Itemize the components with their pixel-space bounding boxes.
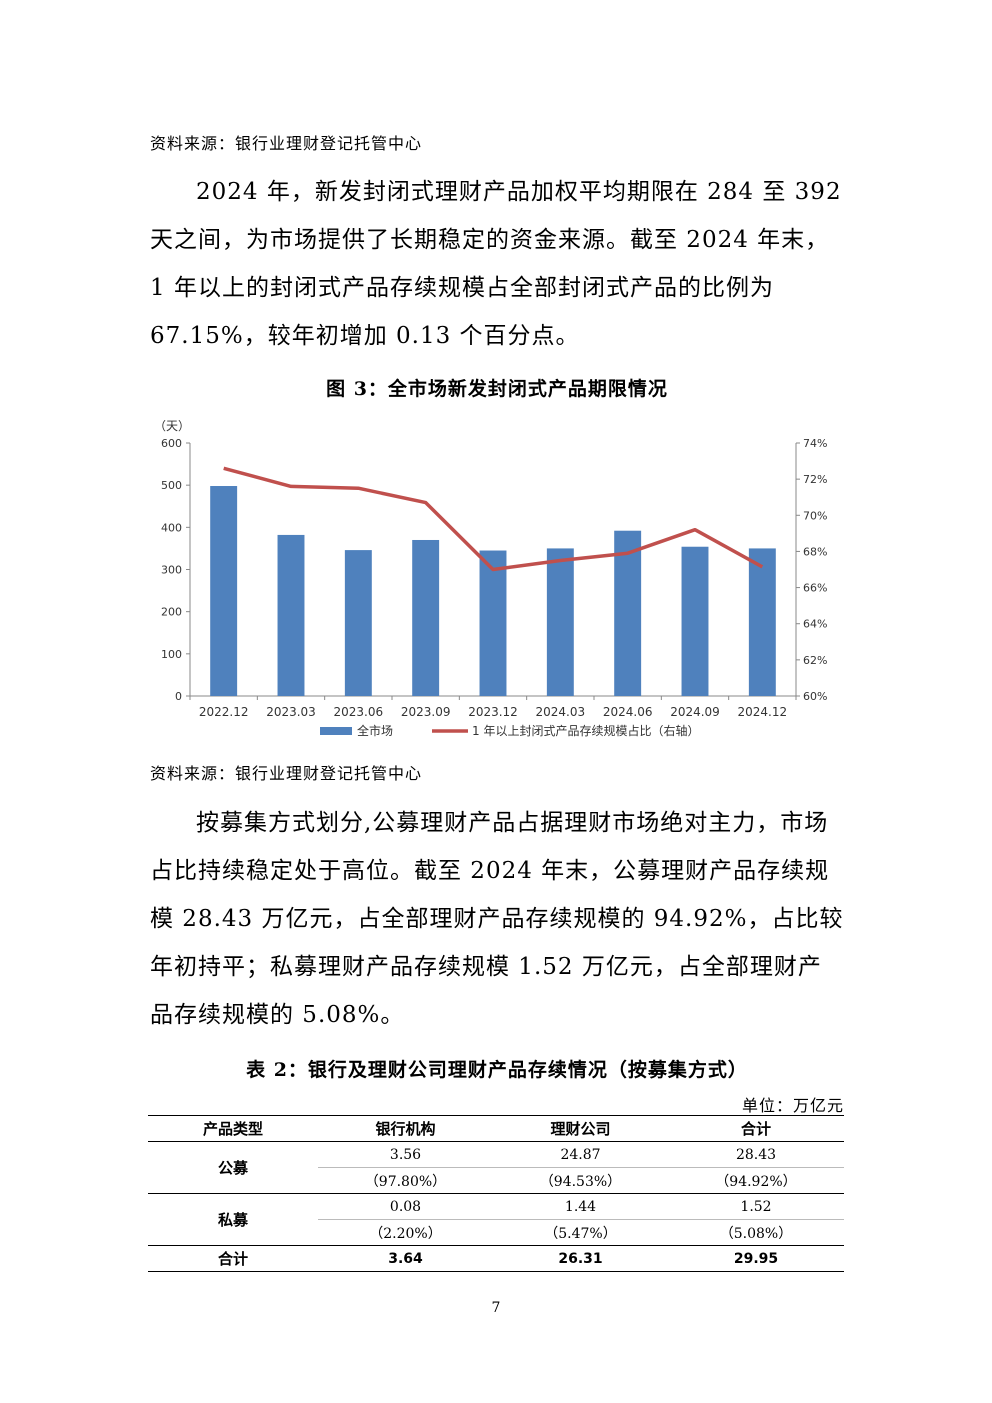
body-paragraph: 2024 年，新发封闭式理财产品加权平均期限在 284 至 392 天之间，为市…	[150, 168, 844, 360]
source-note: 资料来源：银行业理财登记托管中心	[150, 764, 423, 783]
y2-tick-label: 70%	[803, 509, 827, 522]
table-cell: （94.53%）	[493, 1167, 668, 1194]
table-cell: （5.47%）	[544, 1225, 617, 1242]
y-tick-label: 600	[161, 437, 182, 450]
bar	[210, 486, 238, 696]
y2-tick-label: 68%	[803, 545, 827, 558]
y-tick-label: 100	[161, 648, 182, 661]
table-cell: 28.43	[668, 1141, 844, 1168]
y2-tick-label: 62%	[803, 654, 827, 667]
x-tick-label: 2023.06	[334, 705, 384, 719]
row-label: 私募	[217, 1211, 248, 1229]
source-note: 资料来源：银行业理财登记托管中心	[150, 134, 423, 153]
table-cell: 26.31	[558, 1250, 603, 1267]
y-axis-unit: （天）	[154, 419, 190, 433]
header-cell: 合计	[740, 1120, 771, 1138]
table-cell: （94.92%）	[668, 1167, 844, 1194]
header-cell: 银行机构	[375, 1120, 436, 1138]
header-cell: 理财公司	[550, 1120, 611, 1138]
body-paragraph: 按募集方式划分,公募理财产品占据理财市场绝对主力，市场占比持续稳定处于高位。截至…	[150, 799, 844, 1039]
y2-tick-label: 60%	[803, 690, 827, 703]
y-tick-label: 400	[161, 521, 182, 534]
table-cell: （5.08%）	[719, 1225, 793, 1242]
x-tick-label: 2023.09	[401, 705, 451, 719]
bar	[344, 550, 372, 696]
legend-label: 全市场	[357, 723, 393, 738]
table-row: 私募 0.08 1.44 1.52	[148, 1193, 844, 1229]
bar	[546, 548, 574, 696]
table-row: （2.20%） （5.47%） （5.08%）	[148, 1220, 844, 1246]
table-total-row: 合计 3.64 26.31 29.95	[148, 1245, 844, 1272]
x-tick-label: 2024.12	[738, 705, 788, 719]
table-cell: 3.56	[318, 1141, 493, 1168]
table-unit: 单位：万亿元	[741, 1096, 844, 1115]
y2-tick-label: 74%	[803, 437, 827, 450]
x-tick-label: 2024.09	[670, 705, 720, 719]
y2-tick-label: 72%	[803, 473, 827, 486]
series-line	[223, 466, 764, 572]
legend-label: 1 年以上封闭式产品存续规模占比（右轴）	[472, 723, 699, 738]
legend-swatch-bar	[320, 727, 352, 735]
bar	[681, 546, 709, 696]
table-cell: 0.08	[318, 1193, 493, 1220]
x-tick-label: 2024.06	[603, 705, 653, 719]
x-tick-label: 2023.03	[266, 705, 316, 719]
table-cell: （97.80%）	[318, 1167, 493, 1194]
x-tick-label: 2022.12	[199, 705, 249, 719]
figure-caption: 图 3：全市场新发封闭式产品期限情况	[326, 378, 668, 400]
y-tick-label: 0	[175, 690, 182, 703]
paragraph-text: 按募集方式划分,公募理财产品占据理财市场绝对主力，市场占比持续稳定处于高位。截至…	[150, 810, 844, 1028]
fund-table: 产品类型 银行机构 理财公司 合计 公募 3.56 24.87 28.43 （9…	[148, 1115, 844, 1272]
y-tick-label: 200	[161, 606, 182, 619]
header-cell: 产品类型	[202, 1120, 263, 1138]
row-label: 公募	[148, 1141, 318, 1194]
table-row: （97.80%） （94.53%） （94.92%）	[148, 1167, 844, 1194]
bar	[277, 534, 305, 696]
y2-tick-label: 64%	[803, 618, 827, 631]
y-tick-label: 500	[161, 479, 182, 492]
x-tick-label: 2023.12	[468, 705, 518, 719]
paragraph-text: 2024 年，新发封闭式理财产品加权平均期限在 284 至 392 天之间，为市…	[150, 179, 842, 349]
y-tick-label: 300	[161, 564, 182, 577]
table-header-row: 产品类型 银行机构 理财公司 合计	[148, 1115, 844, 1142]
bar	[748, 548, 776, 696]
table-cell: （2.20%）	[369, 1225, 442, 1242]
bar	[614, 530, 642, 696]
x-tick-label: 2024.03	[536, 705, 586, 719]
y2-tick-label: 66%	[803, 582, 827, 595]
table-cell: 1.52	[668, 1193, 844, 1220]
bar	[412, 539, 440, 696]
bar	[479, 550, 507, 696]
row-label: 合计	[217, 1250, 248, 1268]
table-cell: 3.64	[388, 1250, 423, 1267]
page-number: 7	[491, 1300, 501, 1316]
table-caption: 表 2：银行及理财公司理财产品存续情况（按募集方式）	[246, 1059, 748, 1081]
table-row: 公募 3.56 24.87 28.43	[148, 1141, 844, 1194]
table-cell: 1.44	[493, 1193, 668, 1220]
term-chart: 0 100 200 300 400 500 600 （天） 60% 62% 64% 66% 68% 70%…	[154, 419, 827, 738]
table-cell: 24.87	[493, 1141, 668, 1168]
table-cell: 29.95	[733, 1250, 779, 1267]
